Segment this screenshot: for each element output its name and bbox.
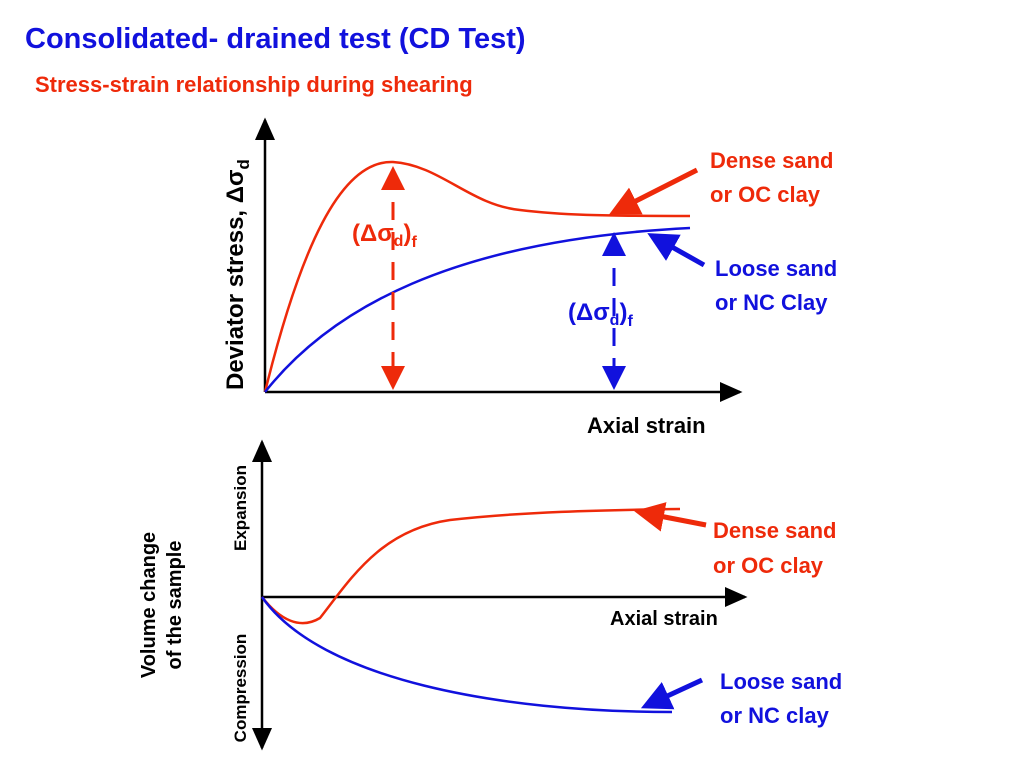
dense-curve bbox=[261, 507, 681, 625]
label-sub: f bbox=[411, 234, 417, 251]
label-part: Deviator stress, Δσ bbox=[222, 170, 249, 390]
top-plot: (Δσd)f (Δσd)f Dense sand or OC clay Loos… bbox=[222, 117, 837, 438]
y-axis-label: Deviator stress, Δσd bbox=[222, 159, 253, 390]
x-axis-label: Axial strain bbox=[587, 413, 706, 438]
loose-label: (Δσd)f bbox=[568, 299, 633, 330]
dense-pointer bbox=[609, 167, 699, 215]
loose-label: Loose sand bbox=[720, 669, 842, 694]
y-axis-label: of the sample bbox=[164, 541, 186, 670]
loose-label: Loose sand bbox=[715, 256, 837, 281]
label-part: (Δσ bbox=[568, 299, 610, 326]
loose-label: or NC Clay bbox=[715, 290, 828, 315]
dense-label: Dense sand bbox=[713, 518, 837, 543]
bottom-plot: Dense sand or OC clay Loose sand or NC c… bbox=[138, 439, 842, 751]
subtitle: Stress-strain relationship during sheari… bbox=[35, 72, 473, 97]
loose-pointer bbox=[647, 233, 706, 268]
title: Consolidated- drained test (CD Test) bbox=[25, 23, 526, 55]
loose-curve bbox=[264, 226, 691, 393]
dense-label: Dense sand bbox=[710, 148, 834, 173]
dense-label: or OC clay bbox=[713, 553, 824, 578]
x-axis-label: Axial strain bbox=[610, 608, 718, 630]
label-part: ) bbox=[403, 220, 411, 247]
dense-curve bbox=[263, 160, 691, 393]
loose-label: or NC clay bbox=[720, 703, 830, 728]
y-axis-label: Volume change bbox=[138, 532, 160, 678]
dense-label: or OC clay bbox=[710, 182, 821, 207]
label-sub: d bbox=[610, 312, 620, 329]
label-sub: f bbox=[627, 313, 633, 330]
dense-pointer bbox=[634, 502, 707, 532]
label-part: (Δσ bbox=[352, 220, 394, 247]
label-sub: d bbox=[394, 233, 404, 250]
dense-peak-label: (Δσd)f bbox=[352, 220, 417, 251]
label-part: ) bbox=[619, 299, 627, 326]
label-sub: d bbox=[234, 159, 253, 169]
expansion-label: Expansion bbox=[231, 465, 250, 551]
compression-label: Compression bbox=[231, 634, 250, 743]
loose-curve bbox=[260, 596, 673, 714]
loose-pointer bbox=[640, 677, 704, 710]
